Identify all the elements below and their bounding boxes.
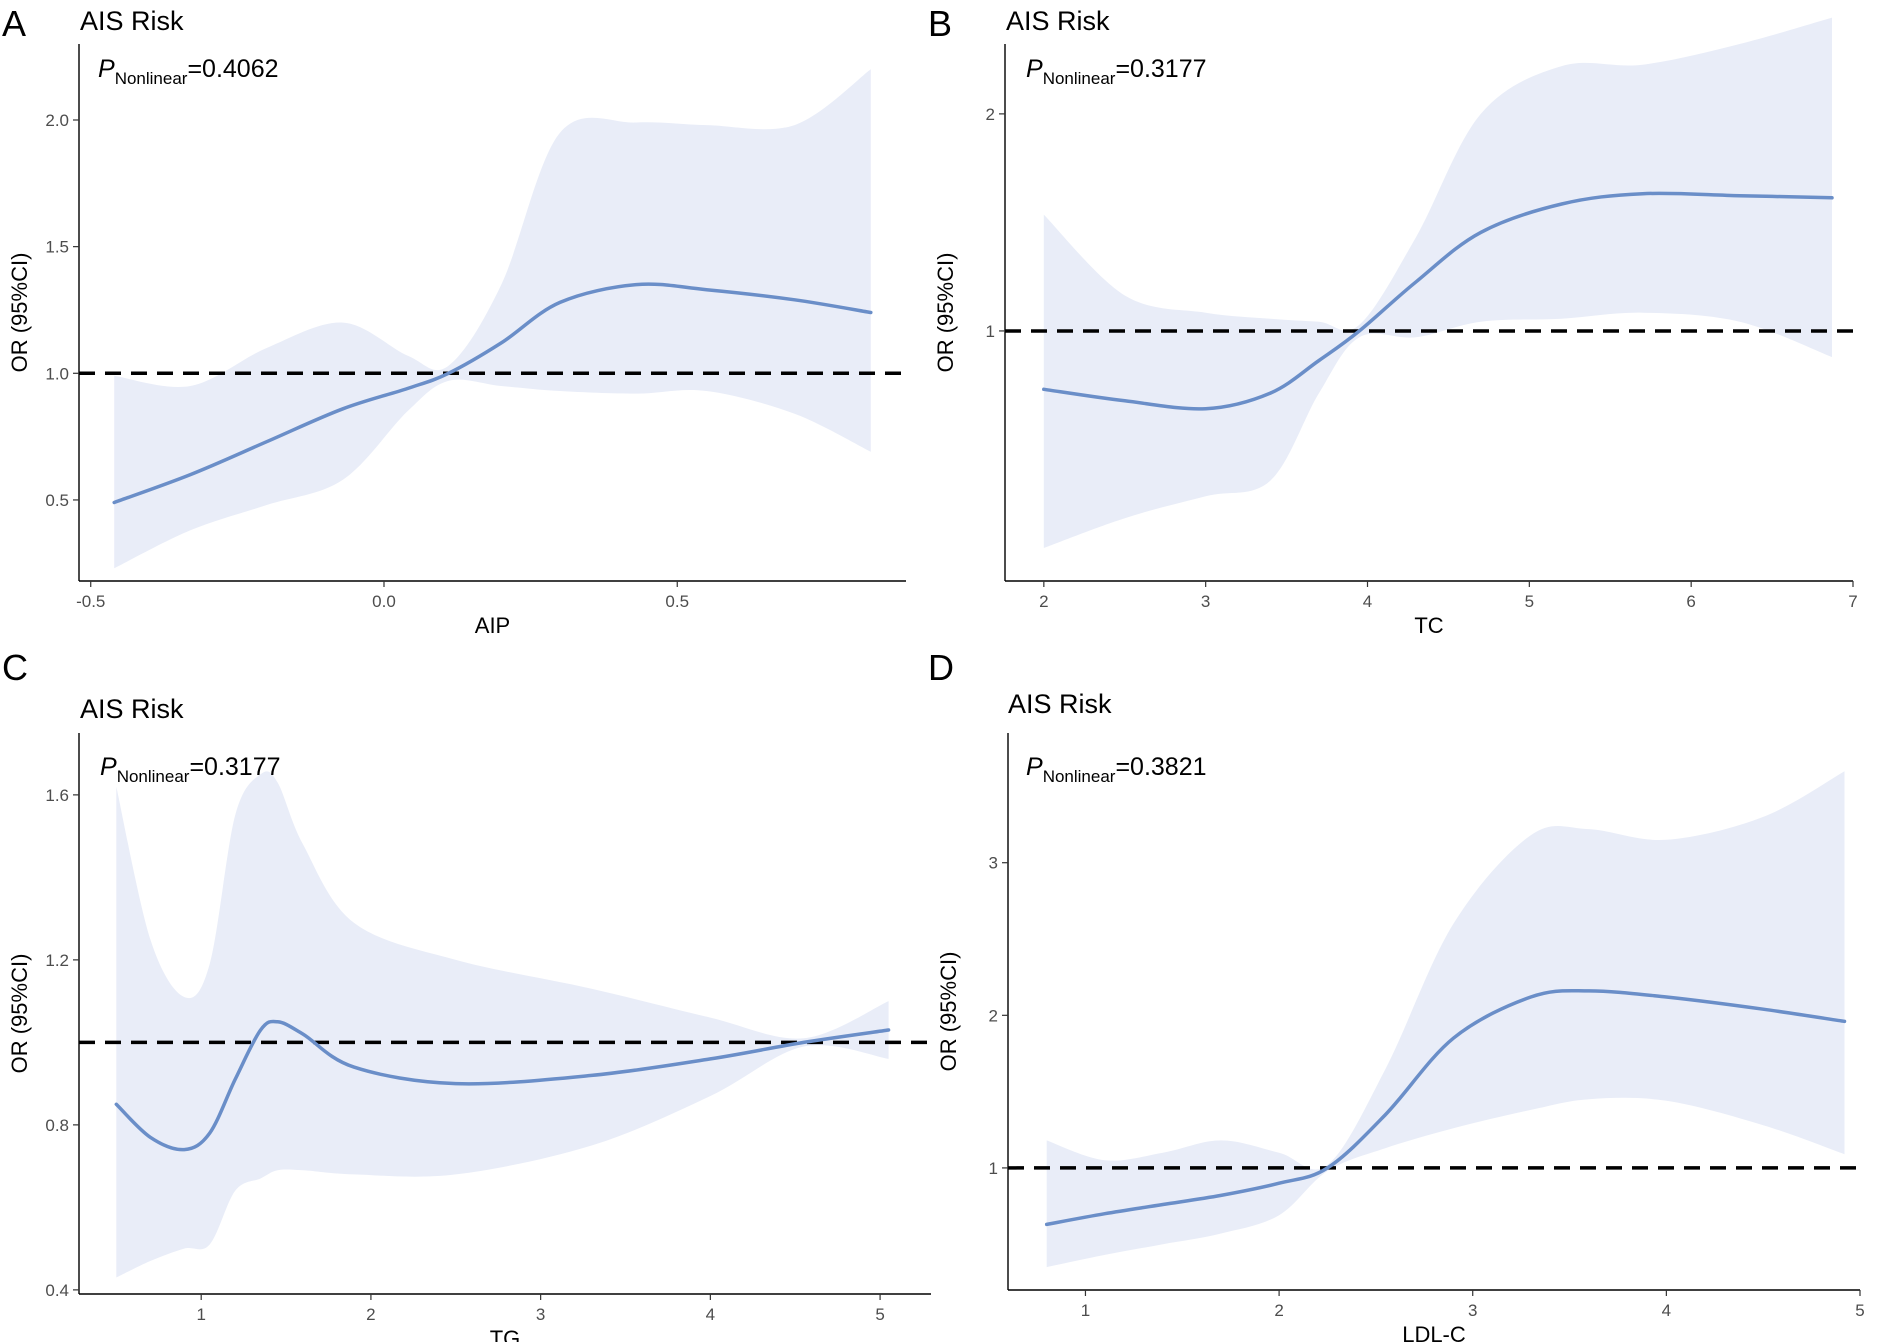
panel-a: -0.5 0.0 0.5 0.5 1.0 1.5 2.0 AIP OR (95%CI) A AIS …: [2, 3, 906, 638]
p-value: =0.4062: [187, 55, 278, 83]
y-axis-label: OR (95%CI): [936, 952, 961, 1072]
y-tick-label: 2.0: [45, 111, 69, 130]
x-tick-label: 0.0: [372, 592, 396, 611]
y-tick-label: 1: [986, 322, 995, 341]
x-tick-label: 5: [1855, 1301, 1864, 1320]
y-tick-label: 2: [989, 1006, 998, 1025]
p-nonlinear-annotation: PNonlinear=0.3821: [1026, 753, 1207, 786]
y-tick-label: 1.5: [45, 238, 69, 257]
or-curve: [1044, 988, 1847, 1227]
x-axis-label: LDL-C: [1402, 1322, 1466, 1342]
x-axis-label: TC: [1414, 613, 1443, 638]
p-symbol: P: [1026, 753, 1043, 781]
y-axis-label: OR (95%CI): [933, 253, 958, 373]
panel-c: 1 2 3 4 5 0.4 0.8 1.2 1.6 TG OR (95%CI) C AIS Risk PN…: [2, 647, 931, 1342]
panel-label: B: [928, 3, 952, 44]
x-tick-label: 3: [1201, 592, 1210, 611]
x-axis-label: TG: [490, 1326, 521, 1342]
panel-label: C: [2, 647, 28, 688]
y-tick-label: 0.5: [45, 491, 69, 510]
x-tick-label: 4: [1363, 592, 1372, 611]
x-tick-label: 5: [1525, 592, 1534, 611]
p-subscript: Nonlinear: [115, 69, 188, 88]
x-tick-label: 2: [366, 1305, 375, 1324]
y-tick-label: 1.6: [45, 786, 69, 805]
x-tick-label: 1: [196, 1305, 205, 1324]
ci-band: [116, 771, 889, 1278]
ci-band: [1043, 17, 1832, 549]
p-subscript: Nonlinear: [117, 767, 190, 786]
y-tick-label: 0.8: [45, 1116, 69, 1135]
panel-label: A: [2, 3, 26, 44]
x-tick-label: 4: [706, 1305, 715, 1324]
p-nonlinear-annotation: PNonlinear=0.3177: [100, 753, 281, 786]
p-subscript: Nonlinear: [1043, 767, 1116, 786]
panel-title: AIS Risk: [80, 694, 184, 724]
p-value: =0.3821: [1115, 753, 1206, 781]
y-tick-label: 3: [989, 854, 998, 873]
x-tick-label: 3: [1468, 1301, 1477, 1320]
y-axis-label: OR (95%CI): [7, 253, 32, 373]
p-subscript: Nonlinear: [1043, 69, 1116, 88]
x-tick-label: 4: [1662, 1301, 1671, 1320]
p-nonlinear-annotation: PNonlinear=0.3177: [1026, 55, 1207, 88]
y-tick-label: 1.2: [45, 951, 69, 970]
ci-band: [114, 69, 871, 569]
x-tick-label: 6: [1686, 592, 1695, 611]
p-symbol: P: [98, 55, 115, 83]
p-symbol: P: [100, 753, 117, 781]
x-tick-label: 0.5: [665, 592, 689, 611]
x-axis-label: AIP: [475, 613, 510, 638]
ci-band: [1046, 771, 1845, 1268]
y-tick-label: 0.4: [45, 1281, 69, 1300]
or-curve: [1042, 191, 1834, 411]
x-tick-label: 2: [1039, 592, 1048, 611]
panel-title: AIS Risk: [1008, 689, 1112, 719]
y-tick-label: 1.0: [45, 364, 69, 383]
y-tick-label: 2: [986, 105, 995, 124]
y-axis-label: OR (95%CI): [7, 954, 32, 1074]
x-tick-label: 1: [1081, 1301, 1090, 1320]
p-value: =0.3177: [189, 753, 280, 781]
x-tick-label: 3: [536, 1305, 545, 1324]
p-nonlinear-annotation: PNonlinear=0.4062: [98, 55, 279, 88]
x-tick-label: 2: [1274, 1301, 1283, 1320]
or-curve: [112, 282, 873, 505]
panel-b: 2 3 4 5 6 7 1 2 TC OR (95%CI) B AIS Risk PNonlinear=…: [928, 3, 1858, 638]
x-tick-label: 5: [875, 1305, 884, 1324]
panel-title: AIS Risk: [80, 6, 184, 36]
panel-title: AIS Risk: [1006, 6, 1110, 36]
x-tick-label: -0.5: [76, 592, 105, 611]
x-tick-label: 7: [1848, 592, 1857, 611]
y-tick-label: 1: [989, 1159, 998, 1178]
p-symbol: P: [1026, 55, 1043, 83]
p-value: =0.3177: [1115, 55, 1206, 83]
or-curve: [114, 1019, 891, 1152]
panel-label: D: [928, 647, 954, 688]
